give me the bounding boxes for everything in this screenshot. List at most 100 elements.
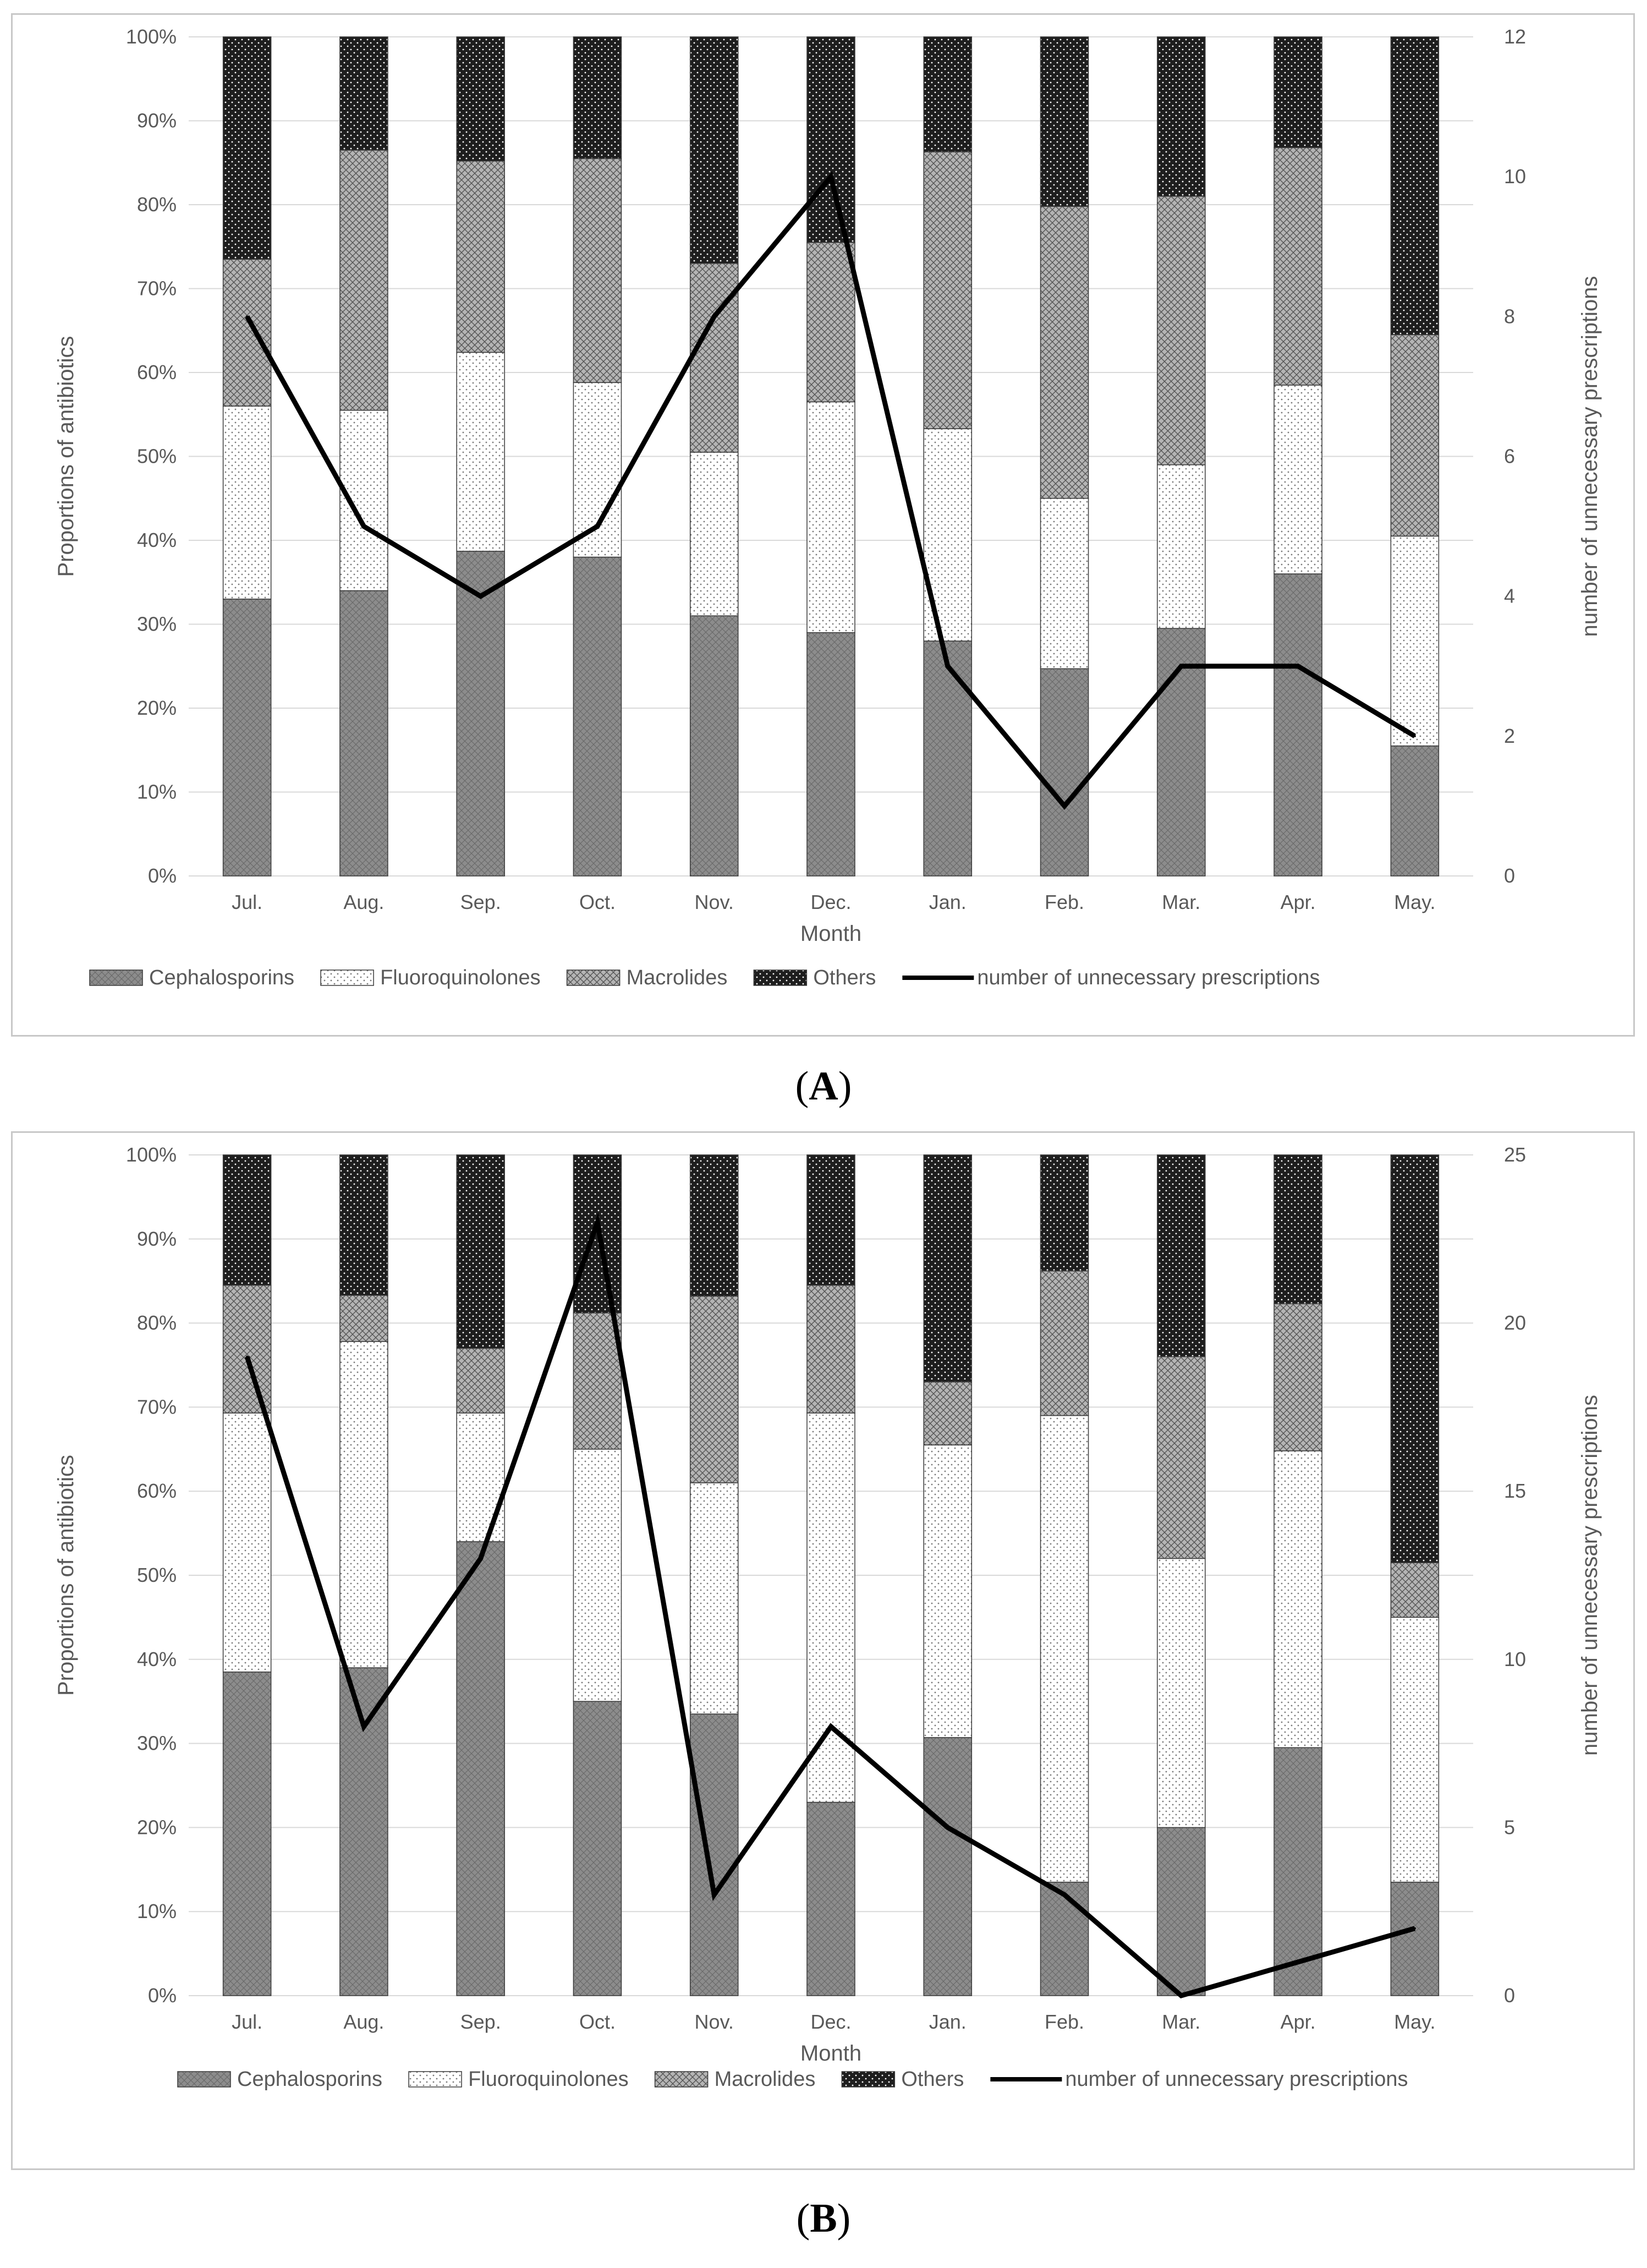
y-tick-label: 40% — [137, 529, 177, 551]
line-point — [363, 1725, 365, 1728]
legend: Cephalosporins Fluoroquinolones Macrolides… — [177, 2068, 1408, 2091]
bar-others-jan — [923, 1154, 973, 1383]
bar-others-apr — [1273, 36, 1322, 149]
bar-fluoroquinolones-sep — [456, 1412, 505, 1542]
bar-fluoroquinolones-mar — [1157, 464, 1206, 629]
bar-fluoroquinolones-feb — [1040, 498, 1089, 670]
chart-a-svg: 0% 10% 20% 30% 40% 50% 60% 70% 80% 90% 100% 0 2 4 6 8 10… — [54, 25, 1602, 989]
x-tick-label: Aug. — [343, 2010, 384, 2033]
y-tick-label: 70% — [137, 277, 177, 300]
y-tick-label: 100% — [126, 1143, 177, 1166]
bar-fluoroquinolones-jul — [222, 406, 272, 600]
bar-macrolides-jul — [222, 1285, 272, 1414]
x-tick-label: Nov. — [695, 2010, 734, 2033]
bar-macrolides-dec — [806, 242, 855, 403]
x-tick-label: Dec. — [810, 2010, 851, 2033]
bar-fluoroquinolones-jan — [923, 428, 973, 642]
legend-swatch-macrolides — [566, 969, 621, 986]
line-point — [713, 315, 716, 318]
x-tick-label: Nov. — [695, 891, 734, 913]
y-tick-label: 80% — [137, 193, 177, 216]
legend-label-cephalosporins: Cephalosporins — [237, 2068, 382, 2091]
y-tick-label: 60% — [137, 361, 177, 384]
bar-others-dec — [806, 36, 855, 243]
y-tick-label: 40% — [137, 1648, 177, 1670]
caption-b: (B) — [796, 2196, 851, 2241]
bar-macrolides-may — [1390, 1562, 1440, 1618]
y-tick-label: 90% — [137, 109, 177, 132]
line-point — [246, 315, 249, 318]
y-axis-title: Proportions of antibiotics — [54, 1455, 78, 1696]
chart-panel-b: 0% 10% 20% 30% 40% 50% 60% 70% 80% 90% 100% 0 5 10 15 2… — [11, 1131, 1635, 2170]
y2-tick-label: 4 — [1504, 585, 1515, 607]
legend-swatch-cephalosporins — [89, 969, 143, 986]
line-point — [946, 665, 949, 667]
bar-others-nov — [689, 36, 739, 264]
x-tick-label: Jan. — [929, 891, 967, 913]
y2-tick-label: 20 — [1504, 1312, 1526, 1334]
bar-fluoroquinolones-oct — [573, 382, 622, 558]
line-point — [479, 595, 482, 598]
bar-others-mar — [1157, 1154, 1206, 1357]
chart-a-plot: 0% 10% 20% 30% 40% 50% 60% 70% 80% 90% 100% 0 2 4 6 8 10… — [54, 25, 1602, 989]
y-tick-label: 10% — [137, 1900, 177, 1922]
y2-tick-label: 5 — [1504, 1816, 1515, 1838]
bar-macrolides-mar — [1157, 1356, 1206, 1559]
x-tick-label: Jul. — [232, 891, 262, 913]
legend-label-line: number of unnecessary prescriptions — [1065, 2068, 1408, 2091]
y-tick-label: 30% — [137, 613, 177, 636]
bar-others-aug — [339, 36, 388, 151]
legend-swatch-others — [753, 969, 808, 986]
bar-cephalosporins-nov — [689, 1713, 739, 1996]
bar-cephalosporins-sep — [456, 1541, 505, 1996]
y-tick-label: 0% — [148, 864, 177, 887]
line-point — [1063, 1893, 1066, 1896]
bar-fluoroquinolones-jul — [222, 1412, 272, 1673]
x-axis-title: Month — [800, 2041, 861, 2066]
bar-cephalosporins-jan — [923, 640, 973, 876]
x-tick-label: Sep. — [460, 891, 501, 913]
bar-others-nov — [689, 1154, 739, 1297]
bar-cephalosporins-may — [1390, 1881, 1440, 1996]
legend-label-fluoroquinolones: Fluoroquinolones — [380, 966, 541, 989]
bar-fluoroquinolones-nov — [689, 452, 739, 616]
bar-cephalosporins-feb — [1040, 668, 1089, 876]
bar-others-jul — [222, 36, 272, 260]
x-tick-label: May. — [1394, 891, 1435, 913]
bar-cephalosporins-dec — [806, 632, 855, 876]
bar-macrolides-jan — [923, 1381, 973, 1445]
bar-macrolides-apr — [1273, 1303, 1322, 1451]
caption-a-letter: A — [809, 1064, 838, 1109]
x-tick-label: Mar. — [1162, 891, 1200, 913]
x-tick-label: Oct. — [579, 2010, 616, 2033]
legend-label-fluoroquinolones: Fluoroquinolones — [468, 2068, 629, 2091]
y2-tick-label: 8 — [1504, 305, 1515, 327]
y2-tick-label: 2 — [1504, 725, 1515, 747]
y-tick-label: 50% — [137, 1564, 177, 1586]
bar-macrolides-oct — [573, 158, 622, 384]
bar-macrolides-jan — [923, 151, 973, 429]
legend-swatch-cephalosporins — [177, 2071, 231, 2088]
bar-fluoroquinolones-jan — [923, 1444, 973, 1738]
bar-macrolides-apr — [1273, 147, 1322, 386]
y-tick-label: 20% — [137, 697, 177, 719]
y2-tick-label: 10 — [1504, 1648, 1526, 1670]
bar-macrolides-feb — [1040, 206, 1089, 499]
legend-label-others: Others — [901, 2068, 964, 2091]
bar-fluoroquinolones-sep — [456, 352, 505, 552]
bar-macrolides-aug — [339, 150, 388, 411]
x-tick-label: Feb. — [1045, 2010, 1084, 2033]
x-tick-label: Jan. — [929, 2010, 967, 2033]
legend-swatch-others — [841, 2071, 896, 2088]
x-tick-label: Dec. — [810, 891, 851, 913]
bar-macrolides-jul — [222, 259, 272, 407]
x-tick-label: May. — [1394, 2010, 1435, 2033]
legend-swatch-macrolides — [654, 2071, 709, 2088]
bar-cephalosporins-aug — [339, 590, 388, 876]
bar-fluoroquinolones-aug — [339, 1341, 388, 1668]
x-tick-label: Aug. — [343, 891, 384, 913]
legend-swatch-fluoroquinolones — [320, 969, 374, 986]
bar-macrolides-may — [1390, 334, 1440, 537]
y-tick-label: 0% — [148, 1984, 177, 2007]
y2-tick-label: 12 — [1504, 25, 1526, 48]
